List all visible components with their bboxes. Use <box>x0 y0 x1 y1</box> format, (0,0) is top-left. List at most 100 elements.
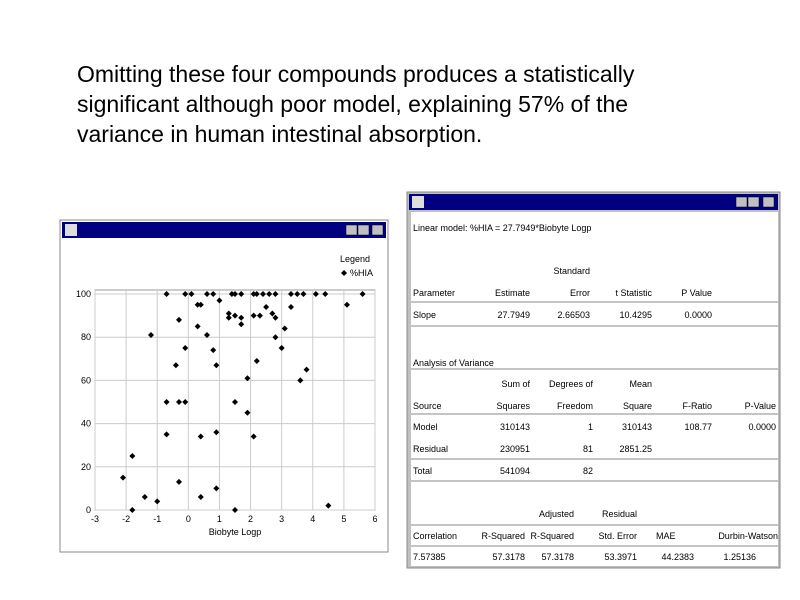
data-point <box>176 478 182 485</box>
data-point <box>182 399 189 405</box>
table-cell: 7.57385 <box>413 552 446 562</box>
data-point <box>204 291 210 297</box>
section-title: Analysis of Variance <box>413 358 494 368</box>
tables: Parameter Estimate Standard Error t Statisti… <box>413 266 778 562</box>
y-tick-label: 80 <box>81 332 91 342</box>
maximize-button[interactable] <box>357 224 370 236</box>
column-header: Error <box>570 288 590 298</box>
data-point <box>129 507 136 513</box>
data-point <box>325 502 332 509</box>
column-header: Source <box>413 401 442 411</box>
data-point <box>232 291 238 297</box>
data-point <box>182 345 189 351</box>
data-point <box>244 375 251 382</box>
table-cell: 541094 <box>500 466 530 476</box>
data-point <box>163 399 170 405</box>
data-point <box>297 377 304 384</box>
data-point <box>210 347 217 354</box>
data-point <box>344 301 350 308</box>
table-cell: 0.0000 <box>748 422 776 432</box>
table-cell: Residual <box>413 444 448 454</box>
table-cell: 310143 <box>622 422 652 432</box>
chart-window <box>59 219 389 553</box>
slide-text: Omitting these four compounds produces a… <box>77 61 635 87</box>
data-point <box>272 291 279 297</box>
window-icon <box>412 196 424 208</box>
data-point <box>269 310 276 317</box>
data-point <box>244 409 251 416</box>
column-header: Freedom <box>557 401 593 411</box>
maximize-button[interactable] <box>747 196 760 208</box>
data-point <box>232 312 238 319</box>
close-button[interactable] <box>762 196 775 208</box>
window-icon <box>65 224 77 236</box>
data-point <box>216 297 223 304</box>
table-cell: 53.3971 <box>604 552 637 562</box>
data-point <box>272 314 279 321</box>
data-point <box>129 453 136 459</box>
model-text: Linear model: %HIA = 27.7949*Biobyte Log… <box>413 223 591 233</box>
data-point <box>238 291 245 297</box>
data-point <box>213 362 220 369</box>
x-tick-label: -1 <box>153 514 161 524</box>
x-tick-label: 3 <box>279 514 284 524</box>
column-header: Square <box>623 401 652 411</box>
y-tick-label: 60 <box>81 375 91 385</box>
slide-text: variance in human intestinal absorption. <box>77 121 482 147</box>
data-point <box>228 291 235 297</box>
table-cell: 230951 <box>500 444 530 454</box>
x-tick-label: 0 <box>186 514 191 524</box>
x-tick-label: 5 <box>341 514 346 524</box>
data-point <box>197 494 204 501</box>
data-point <box>194 301 201 308</box>
column-header: Degrees of <box>549 379 594 389</box>
data-point <box>250 291 257 297</box>
data-point <box>288 303 294 310</box>
table-cell: 57.3178 <box>541 552 574 562</box>
data-point <box>197 433 204 440</box>
data-point <box>250 433 257 440</box>
legend-title: Legend <box>340 254 370 264</box>
data-point <box>232 399 238 405</box>
x-tick-label: 2 <box>248 514 253 524</box>
table-cell: Slope <box>413 310 436 320</box>
close-button[interactable] <box>371 224 384 236</box>
minimize-button[interactable] <box>345 224 358 236</box>
x-tick-label: -2 <box>122 514 130 524</box>
minimize-button[interactable] <box>735 196 748 208</box>
column-header: P Value <box>681 288 712 298</box>
table-cell: 27.7949 <box>497 310 530 320</box>
data-point <box>238 314 245 321</box>
data-point <box>213 485 220 492</box>
table-cell: 2851.25 <box>619 444 652 454</box>
data-point <box>272 334 279 341</box>
data-point <box>163 291 170 297</box>
data-point <box>253 357 260 364</box>
table-cell: 44.2383 <box>661 552 694 562</box>
column-header: MAE <box>656 531 676 541</box>
data-point <box>210 291 217 297</box>
column-header: Adjusted <box>539 509 574 519</box>
table-cell: Total <box>413 466 432 476</box>
column-header: Squares <box>496 401 530 411</box>
table-cell: 0.0000 <box>684 310 712 320</box>
column-header: Residual <box>602 509 637 519</box>
table-cell: 108.77 <box>684 422 712 432</box>
data-point <box>148 332 154 339</box>
column-header: P-Value <box>745 401 776 411</box>
data-point <box>194 323 201 330</box>
data-point <box>176 316 182 323</box>
data-point <box>312 291 319 297</box>
column-header: Sum of <box>501 379 530 389</box>
data-point <box>288 291 294 297</box>
column-header: Durbin-Watson <box>718 531 778 541</box>
y-tick-label: 0 <box>86 505 91 515</box>
data-point <box>253 291 260 297</box>
data-point <box>294 291 301 297</box>
column-header: t Statistic <box>615 288 652 298</box>
data-point <box>176 399 182 405</box>
y-tick-label: 100 <box>76 289 91 299</box>
data-point <box>225 310 232 317</box>
data-point <box>182 291 189 297</box>
